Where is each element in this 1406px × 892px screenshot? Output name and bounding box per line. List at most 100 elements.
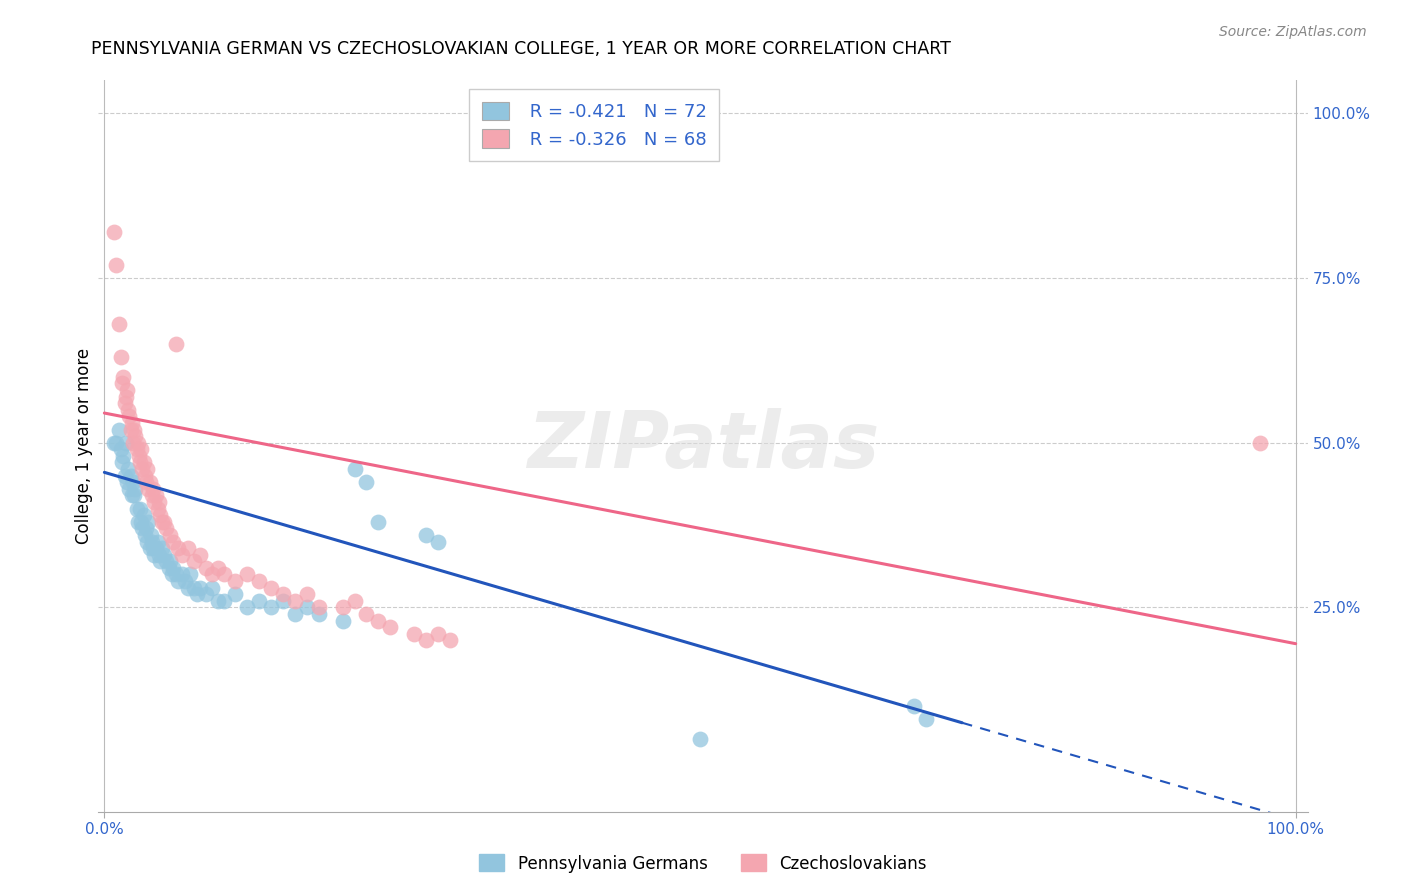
Point: [146, 501, 169, 516]
Point: [165, 567, 187, 582]
Point: [134, 528, 156, 542]
Point: [146, 534, 169, 549]
Point: [128, 449, 150, 463]
Point: [159, 554, 181, 568]
Point: [127, 515, 149, 529]
Point: [236, 600, 259, 615]
Point: [404, 627, 426, 641]
Point: [136, 462, 159, 476]
Point: [111, 455, 134, 469]
Point: [308, 600, 330, 615]
Point: [159, 528, 181, 542]
Point: [343, 594, 366, 608]
Point: [236, 567, 259, 582]
Point: [162, 567, 184, 582]
Point: [148, 548, 170, 562]
Point: [122, 475, 145, 490]
Point: [188, 581, 211, 595]
Point: [224, 574, 246, 588]
Point: [170, 548, 193, 562]
Point: [415, 528, 437, 542]
Point: [167, 541, 190, 556]
Point: [1249, 435, 1271, 450]
Point: [135, 521, 157, 535]
Point: [903, 699, 925, 714]
Point: [138, 515, 160, 529]
Point: [125, 501, 148, 516]
Point: [150, 515, 173, 529]
Point: [120, 423, 142, 437]
Point: [207, 594, 229, 608]
Point: [103, 225, 125, 239]
Point: [131, 515, 153, 529]
Text: ZIPatlas: ZIPatlas: [527, 408, 879, 484]
Point: [170, 567, 193, 582]
Point: [162, 534, 184, 549]
Point: [115, 475, 138, 490]
Point: [284, 607, 307, 621]
Point: [124, 429, 146, 443]
Point: [145, 488, 167, 502]
Point: [136, 534, 159, 549]
Point: [142, 482, 165, 496]
Point: [138, 475, 160, 490]
Point: [284, 594, 307, 608]
Point: [186, 587, 208, 601]
Point: [165, 336, 187, 351]
Point: [103, 435, 125, 450]
Point: [122, 435, 145, 450]
Point: [131, 521, 153, 535]
Point: [138, 541, 160, 556]
Point: [148, 495, 170, 509]
Point: [112, 449, 135, 463]
Point: [117, 462, 139, 476]
Point: [125, 442, 148, 457]
Point: [356, 475, 378, 490]
Point: [167, 574, 190, 588]
Point: [343, 462, 366, 476]
Point: [332, 614, 354, 628]
Text: PENNSYLVANIA GERMAN VS CZECHOSLOVAKIAN COLLEGE, 1 YEAR OR MORE CORRELATION CHART: PENNSYLVANIA GERMAN VS CZECHOSLOVAKIAN C…: [91, 40, 952, 58]
Point: [415, 633, 437, 648]
Point: [131, 442, 153, 457]
Point: [143, 495, 166, 509]
Point: [212, 567, 235, 582]
Point: [129, 455, 152, 469]
Point: [179, 567, 201, 582]
Text: Source: ZipAtlas.com: Source: ZipAtlas.com: [1219, 25, 1367, 39]
Point: [149, 508, 172, 523]
Point: [120, 468, 142, 483]
Point: [271, 594, 294, 608]
Point: [295, 587, 318, 601]
Point: [295, 600, 318, 615]
Point: [367, 614, 389, 628]
Point: [194, 561, 217, 575]
Point: [183, 554, 205, 568]
Point: [139, 528, 162, 542]
Point: [121, 416, 143, 430]
Point: [131, 462, 153, 476]
Point: [153, 515, 176, 529]
Point: [155, 554, 177, 568]
Point: [107, 317, 129, 331]
Point: [153, 548, 176, 562]
Point: [129, 501, 152, 516]
Point: [915, 713, 938, 727]
Point: [114, 435, 136, 450]
Point: [122, 488, 145, 502]
Point: [260, 581, 283, 595]
Point: [332, 600, 354, 615]
Point: [260, 600, 283, 615]
Point: [114, 396, 136, 410]
Point: [174, 574, 197, 588]
Point: [107, 423, 129, 437]
Point: [132, 508, 155, 523]
Point: [689, 732, 711, 747]
Point: [380, 620, 402, 634]
Point: [367, 515, 389, 529]
Point: [118, 482, 141, 496]
Point: [177, 541, 200, 556]
Point: [105, 258, 128, 272]
Legend:  R = -0.421   N = 72,  R = -0.326   N = 68: R = -0.421 N = 72, R = -0.326 N = 68: [470, 89, 718, 161]
Point: [177, 581, 200, 595]
